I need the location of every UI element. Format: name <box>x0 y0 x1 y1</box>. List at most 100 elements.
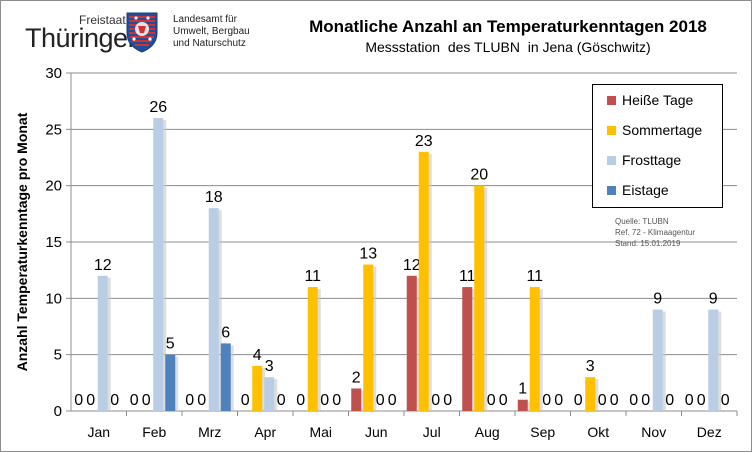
bar <box>418 151 429 411</box>
data-label: 26 <box>149 99 167 116</box>
data-label: 6 <box>221 324 230 341</box>
bar <box>474 185 485 411</box>
data-label: 0 <box>431 392 440 409</box>
bar <box>351 388 362 411</box>
x-tick-label: Jul <box>423 424 441 440</box>
data-label: 12 <box>403 257 421 274</box>
bar <box>153 118 164 412</box>
legend-swatch <box>607 186 616 195</box>
legend-label: Eistage <box>622 182 669 198</box>
source-line: Stand: 15.01.2019 <box>615 239 681 248</box>
data-label: 20 <box>470 167 488 184</box>
data-label: 3 <box>586 358 595 375</box>
data-label: 0 <box>197 392 206 409</box>
y-tick-label: 30 <box>45 65 62 82</box>
data-label: 0 <box>610 392 619 409</box>
data-label: 0 <box>241 392 250 409</box>
data-label: 1 <box>518 381 527 398</box>
x-tick-label: Dez <box>697 424 722 440</box>
data-label: 0 <box>296 392 305 409</box>
bar <box>585 377 596 411</box>
data-label: 0 <box>376 392 385 409</box>
bar <box>462 287 473 411</box>
data-label: 11 <box>526 268 543 285</box>
bar <box>363 264 374 411</box>
source-line: Ref. 72 - Klimaagentur <box>615 228 696 237</box>
data-label: 0 <box>629 392 638 409</box>
data-label: 0 <box>388 392 397 409</box>
data-label: 12 <box>94 257 112 274</box>
x-tick-label: Mrz <box>198 424 221 440</box>
x-tick-label: Apr <box>254 424 276 440</box>
data-label: 0 <box>277 392 286 409</box>
x-tick-label: Jan <box>87 424 110 440</box>
legend-label: Heiße Tage <box>622 92 694 108</box>
chart-title: Monatliche Anzahl an Temperaturkenntagen… <box>309 17 707 36</box>
data-label: 0 <box>574 392 583 409</box>
data-label: 18 <box>205 189 223 206</box>
agency-line: und Naturschutz <box>173 38 246 49</box>
data-label: 0 <box>443 392 452 409</box>
y-tick-label: 5 <box>54 347 62 364</box>
bar <box>220 343 231 411</box>
data-label: 13 <box>359 246 377 263</box>
data-label: 0 <box>542 392 551 409</box>
data-label: 11 <box>459 268 476 285</box>
x-tick-label: Aug <box>475 424 500 440</box>
chart-legend: Heiße Tage Sommertage Frosttage Eistage <box>592 84 723 208</box>
data-label: 0 <box>641 392 650 409</box>
data-label: 0 <box>697 392 706 409</box>
x-tick-label: Mai <box>309 424 332 440</box>
x-tick-label: Nov <box>641 424 666 440</box>
thuringia-crest-icon <box>126 12 158 53</box>
data-label: 0 <box>487 392 496 409</box>
data-label: 0 <box>332 392 341 409</box>
bar <box>307 287 318 411</box>
source-note: Quelle: TLUBN Ref. 72 - Klimaagentur Sta… <box>615 216 695 249</box>
data-label: 0 <box>86 392 95 409</box>
y-tick-label: 10 <box>45 290 62 307</box>
data-label: 2 <box>352 369 361 386</box>
data-label: 0 <box>554 392 563 409</box>
data-label: 9 <box>653 291 662 308</box>
data-label: 0 <box>110 392 119 409</box>
y-tick-label: 15 <box>45 234 62 251</box>
bar <box>517 399 528 411</box>
logo-freistaat: Freistaat <box>79 13 126 27</box>
data-label: 0 <box>721 392 730 409</box>
data-label: 0 <box>74 392 83 409</box>
bar <box>652 309 663 411</box>
data-label: 5 <box>166 336 175 353</box>
agency-line: Umwelt, Bergbau <box>173 26 250 37</box>
data-label: 0 <box>665 392 674 409</box>
y-tick-label: 20 <box>45 178 62 195</box>
data-label: 23 <box>415 133 433 150</box>
x-tick-label: Feb <box>142 424 166 440</box>
data-label: 0 <box>185 392 194 409</box>
data-label: 0 <box>598 392 607 409</box>
agency-line: Landesamt für <box>173 14 237 25</box>
x-tick-label: Okt <box>587 424 609 440</box>
bar <box>264 377 275 411</box>
data-label: 11 <box>304 268 321 285</box>
bar <box>97 275 108 411</box>
data-label: 0 <box>685 392 694 409</box>
legend-label: Frosttage <box>622 152 682 168</box>
y-tick-label: 0 <box>54 403 62 420</box>
bar <box>406 275 417 411</box>
data-label: 0 <box>142 392 151 409</box>
bar <box>252 365 263 411</box>
y-tick-label: 25 <box>45 121 62 138</box>
x-tick-label: Sep <box>530 424 555 440</box>
legend-swatch <box>607 96 616 105</box>
data-label: 3 <box>265 358 274 375</box>
logo: Freistaat Thüringen Landesamt für Umwelt… <box>21 11 261 61</box>
logo-agency: Landesamt für Umwelt, Bergbau und Naturs… <box>173 14 250 50</box>
data-label: 0 <box>130 392 139 409</box>
source-line: Quelle: TLUBN <box>615 217 669 226</box>
bar <box>208 208 219 411</box>
data-label: 4 <box>253 347 262 364</box>
logo-name: Thüringen <box>25 23 143 53</box>
data-label: 9 <box>709 291 718 308</box>
